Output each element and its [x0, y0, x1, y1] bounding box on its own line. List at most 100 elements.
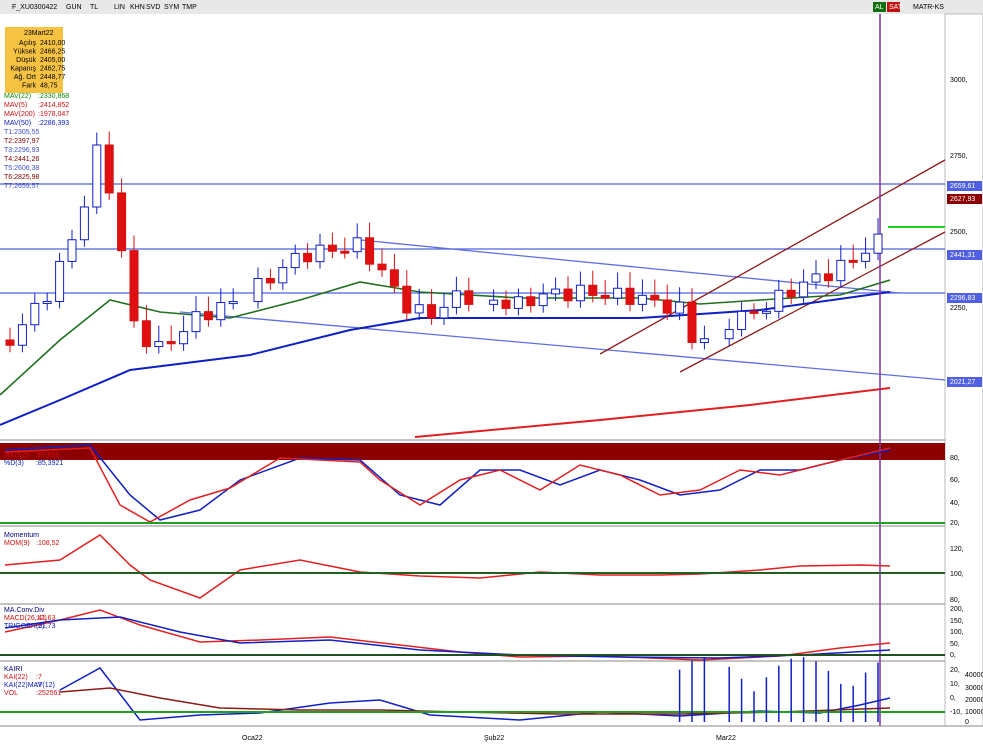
toolbar-item: LIN [114, 4, 125, 11]
candle [811, 273, 821, 283]
indicator-value: :252561 [36, 690, 61, 697]
indicator-name: %D(3) [4, 460, 24, 467]
candle [278, 267, 288, 284]
trend-label: T7:2659,57 [4, 183, 40, 190]
volume-bars [678, 657, 879, 722]
indicator-value: :108,52 [36, 540, 59, 547]
candle [216, 302, 226, 321]
trend-label: T4:2441,26 [4, 156, 40, 163]
toolbar-item: GUN [66, 4, 82, 11]
indicator-name: MAV(200) [4, 111, 35, 118]
candle [724, 329, 734, 340]
info-value: 2448,77 [40, 74, 65, 81]
indicator-value: :85,3921 [36, 460, 63, 467]
indicator-name: MACD(26,12) [4, 615, 47, 622]
candle [451, 290, 461, 308]
toolbar-item: SYM [164, 4, 179, 11]
axis-label: 100, [950, 629, 964, 636]
indicator-name: KAI(22)MAV(12) [4, 682, 55, 689]
candle [327, 244, 337, 252]
price-tag [947, 250, 982, 260]
candle [228, 301, 238, 305]
axis-label: 40000 [965, 672, 983, 679]
panel-title: MA.Conv.Div [4, 607, 45, 614]
indicator-name: VOL [4, 690, 18, 697]
axis-label: 20, [950, 667, 960, 674]
candle [166, 341, 176, 345]
indicator-value: :1978,047 [38, 111, 69, 118]
info-value: 2466,25 [40, 48, 65, 55]
candle [861, 252, 871, 262]
candle [588, 284, 598, 296]
indicator-name: KAI(22) [4, 674, 28, 681]
date-label: Şub22 [484, 735, 504, 742]
trend-label: T6:2825,98 [4, 174, 40, 181]
candle [799, 281, 809, 298]
toolbar-item: TL [90, 4, 98, 11]
price-axis [944, 13, 983, 727]
price-tag-label: 2441,31 [950, 252, 975, 259]
candle [749, 310, 759, 314]
axis-label: 120, [950, 546, 964, 553]
candle [551, 288, 561, 295]
candle [67, 239, 77, 262]
candle [365, 237, 375, 265]
candle [253, 278, 263, 303]
axis-label: 0 [965, 719, 969, 726]
date-label: Oca22 [242, 735, 263, 742]
axis-label: 20000 [965, 697, 983, 704]
indicator-value: :7 [36, 674, 42, 681]
toolbar-item: SVD [146, 4, 160, 11]
candle [352, 237, 362, 253]
overbought-band [0, 443, 945, 460]
candle [402, 285, 412, 314]
candle [377, 263, 387, 271]
candle [538, 293, 548, 307]
symbol: F_XU0300422 [12, 4, 57, 11]
candle [563, 288, 573, 302]
price-tag-label: 2659,61 [950, 183, 975, 190]
candle [92, 144, 102, 208]
candle [179, 331, 189, 345]
candle [129, 250, 139, 322]
panel-title: Momentum [4, 532, 39, 539]
axis-label: 10000 [965, 709, 983, 716]
indicator-value: :87,855 [36, 452, 59, 459]
candle [675, 301, 685, 314]
axis-label: 50, [950, 641, 960, 648]
info-value: 2405,00 [40, 57, 65, 64]
indicator-value: :2330,868 [38, 93, 69, 100]
toolbar-item: TMP [182, 4, 197, 11]
mav50 [0, 291, 891, 426]
indicator-value: :2286,393 [38, 120, 69, 127]
candle [427, 304, 437, 319]
candle [439, 306, 449, 319]
candle [650, 294, 660, 301]
channel-line [599, 159, 946, 355]
axis-label: 2250, [950, 305, 968, 312]
candle [637, 294, 647, 305]
price-tag [947, 293, 982, 303]
info-key: Ağ. Ort [14, 74, 36, 81]
date-label: Mar22 [716, 735, 736, 742]
candle [737, 310, 747, 331]
axis-label: 200, [950, 606, 964, 613]
candle [662, 299, 672, 314]
candle [699, 338, 709, 343]
candle [687, 301, 697, 343]
indicator-name: MAV(50) [4, 120, 31, 127]
indicator-name: %K(5,5) [4, 452, 29, 459]
mav200 [414, 387, 891, 438]
axis-label: 100, [950, 571, 964, 578]
candle [501, 299, 511, 309]
toolbar-button-label: MATR-KS [913, 4, 944, 11]
candle [191, 311, 201, 333]
toolbar-button [873, 2, 886, 12]
trend-label: T1:2305,55 [4, 129, 40, 136]
info-key: Düşük [16, 57, 36, 64]
axis-label: 150, [950, 618, 964, 625]
candle [613, 287, 623, 299]
candle [265, 278, 275, 284]
candle [414, 304, 424, 314]
axis-label: -10, [950, 709, 962, 716]
